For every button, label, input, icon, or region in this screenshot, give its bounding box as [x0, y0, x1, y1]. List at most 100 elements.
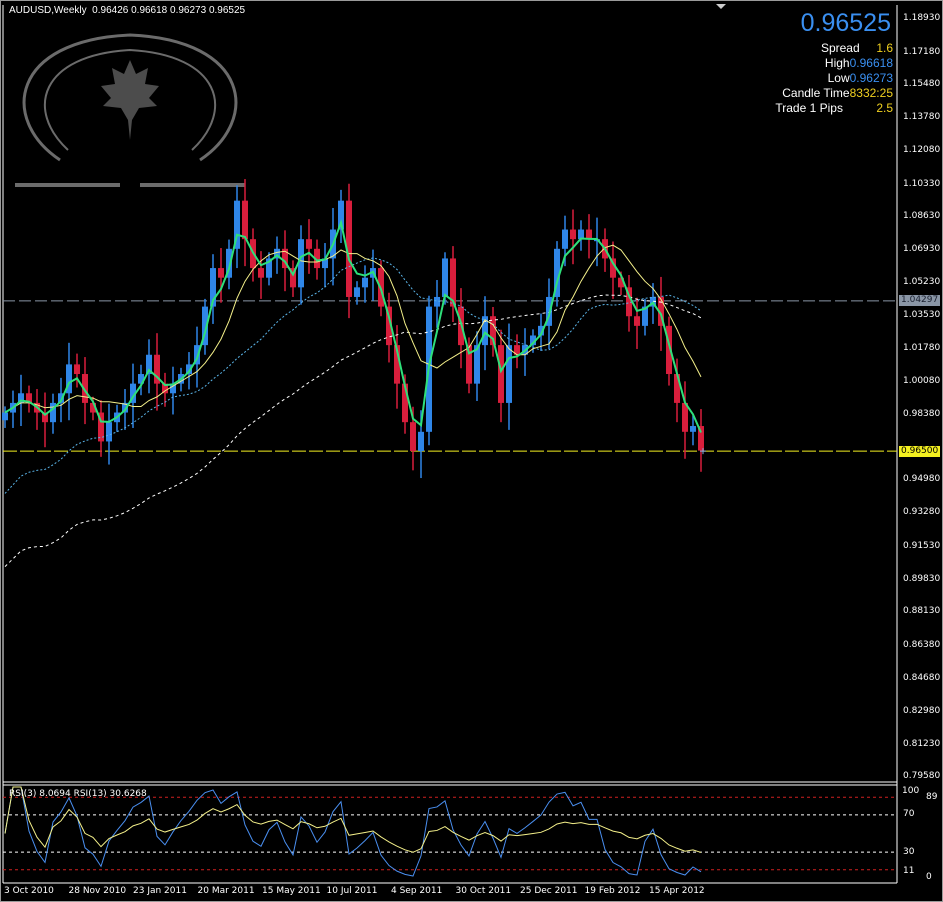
bull-candle — [362, 277, 368, 288]
bull-candle — [266, 258, 272, 278]
price-tick: 0.82980 — [903, 705, 941, 716]
current-cross-icon — [700, 448, 706, 455]
bull-candle — [298, 239, 304, 288]
bull-candle — [434, 296, 440, 307]
bull-candle — [18, 393, 24, 403]
bull-candle — [322, 258, 328, 269]
rsi-level-30: 30 — [903, 847, 915, 857]
low-row: Low0.96273 — [828, 71, 893, 85]
date-tick: 10 Jul 2011 — [326, 886, 378, 896]
ma-slow-white-line — [4, 294, 702, 568]
bear-candle — [290, 268, 296, 288]
ma-yellow-line — [4, 244, 702, 413]
bull-candle — [210, 268, 216, 307]
price-tick: 0.81230 — [903, 739, 941, 750]
bull-candle — [2, 412, 8, 421]
bull-candle — [170, 383, 176, 394]
date-tick: 28 Nov 2010 — [68, 886, 127, 896]
bear-candle — [658, 296, 664, 326]
high-value: 0.96618 — [849, 56, 893, 70]
bear-candle — [282, 248, 288, 269]
bull-candle — [226, 248, 232, 278]
trade-pips-label: Trade 1 Pips — [775, 101, 843, 115]
price-tick: 1.00080 — [903, 376, 941, 387]
bull-candle — [338, 200, 344, 230]
bull-candle — [506, 345, 512, 403]
bull-candle — [122, 402, 128, 413]
candle-time-label: Candle Time — [782, 86, 850, 100]
bull-candle — [130, 383, 136, 403]
rsi-slow-line — [4, 786, 702, 853]
spread-row: Spread 1.6 — [821, 41, 893, 55]
bear-candle — [626, 287, 632, 317]
bear-candle — [346, 200, 352, 297]
rsi-level-70: 70 — [903, 809, 915, 819]
rsi-level-11: 11 — [903, 866, 915, 876]
price-tick: 1.03530 — [903, 309, 941, 320]
high-row: High0.96618 — [825, 56, 893, 70]
bear-candle — [586, 229, 592, 240]
bear-candle — [306, 239, 312, 249]
logo-omega-maple — [15, 33, 245, 187]
spread-value: 1.6 — [876, 41, 893, 55]
price-tick: 1.06930 — [903, 244, 941, 255]
bull-candle — [138, 374, 144, 384]
candle-time-row: Candle Time8332:25 — [782, 86, 893, 100]
bear-candle — [666, 325, 672, 375]
bull-candle — [50, 402, 56, 423]
price-tick: 1.18930 — [903, 13, 941, 23]
bear-candle — [450, 258, 456, 307]
bear-candle — [682, 402, 688, 432]
bull-candle — [186, 364, 192, 375]
rsi-level-100: 100 — [902, 786, 920, 796]
bear-candle — [514, 345, 520, 355]
bear-candle — [698, 426, 704, 451]
ohlc-label: 0.96426 0.96618 0.96273 0.96525 — [92, 5, 246, 16]
bear-candle — [154, 354, 160, 384]
bear-candle — [314, 248, 320, 269]
bull-candle — [146, 354, 152, 375]
bear-candle — [74, 364, 80, 375]
bear-candle — [466, 345, 472, 384]
gray-level-tag: 1.04297 — [899, 295, 941, 306]
date-tick: 19 Feb 2012 — [584, 886, 641, 896]
bear-candle — [82, 374, 88, 403]
date-tick: 3 Oct 2010 — [4, 886, 54, 896]
bull-candle — [474, 345, 480, 384]
low-value: 0.96273 — [849, 71, 893, 85]
bull-candle — [578, 229, 584, 240]
high-label: High — [824, 56, 850, 70]
bear-candle — [570, 229, 576, 240]
bull-candle — [202, 306, 208, 346]
price-tick: 0.91530 — [903, 540, 941, 551]
date-tick: 15 May 2011 — [262, 886, 321, 896]
rsi-label: RSI(3) 8.0694 RSI(13) 30.6268 — [9, 789, 147, 799]
shift-marker-icon — [716, 4, 726, 9]
price-tick: 0.79580 — [903, 771, 941, 781]
bear-candle — [162, 383, 168, 394]
date-tick: 20 Mar 2011 — [197, 886, 255, 896]
bull-candle — [530, 335, 536, 346]
bear-candle — [394, 345, 400, 384]
bear-candle — [490, 316, 496, 346]
rsi-level-89: 89 — [926, 792, 938, 802]
spread-label: Spread — [820, 41, 860, 55]
bull-candle — [194, 345, 200, 365]
bear-candle — [674, 374, 680, 403]
price-tick: 1.17180 — [903, 46, 941, 57]
bull-candle — [690, 426, 696, 432]
chart-header: AUDUSD,Weekly 0.96426 0.96618 0.96273 0.… — [9, 5, 245, 17]
date-tick: 15 Apr 2012 — [649, 886, 705, 896]
symbol-label: AUDUSD,Weekly — [9, 5, 87, 16]
bear-candle — [242, 200, 248, 240]
bear-candle — [410, 422, 416, 452]
bear-candle — [42, 412, 48, 423]
price-tick: 0.84680 — [903, 672, 941, 683]
price-tick: 0.88130 — [903, 606, 941, 617]
bull-candle — [274, 248, 280, 259]
bull-candle — [442, 258, 448, 297]
bull-candle — [554, 248, 560, 297]
price-tick: 0.94980 — [903, 474, 941, 485]
price-tick: 0.98380 — [903, 408, 941, 419]
